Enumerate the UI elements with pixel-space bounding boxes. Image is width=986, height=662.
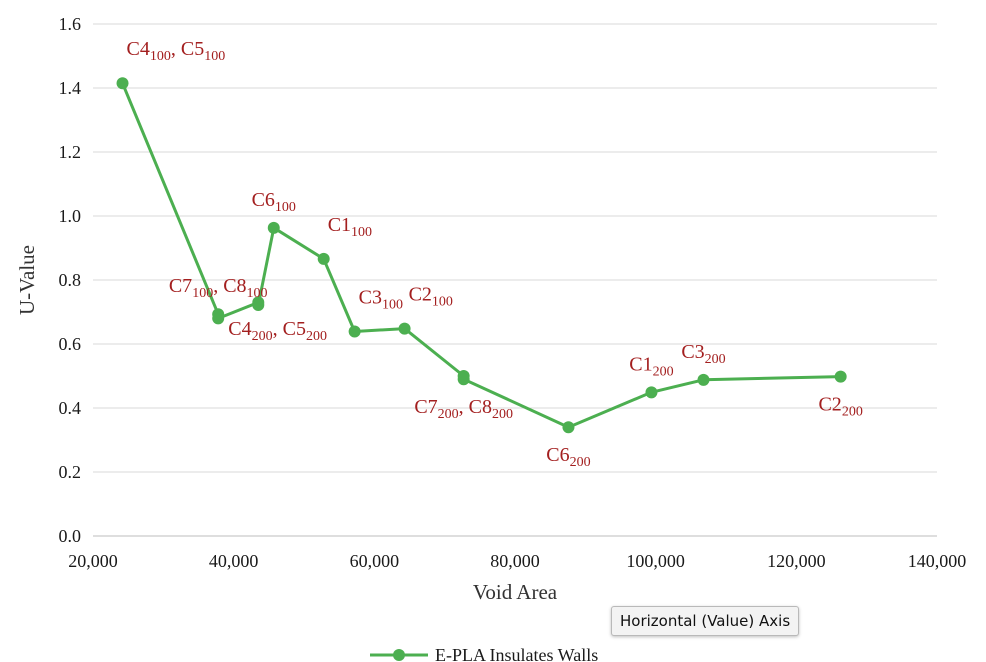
y-tick-label: 0.8 — [59, 270, 82, 290]
label-subscript: 200 — [306, 329, 327, 344]
x-tick-label: 120,000 — [767, 551, 826, 571]
point-label: C4100, C5100 — [127, 38, 226, 64]
label-subscript: 200 — [842, 405, 863, 420]
data-point — [252, 298, 265, 311]
label-subscript: 100 — [275, 200, 296, 215]
y-tick-label: 1.2 — [59, 142, 82, 162]
x-tick-label: 140,000 — [908, 551, 967, 571]
label-text: C2 — [818, 394, 841, 416]
label-subscript: 100 — [351, 225, 372, 240]
label-subscript: 200 — [492, 407, 513, 422]
point-label: C1200 — [629, 353, 673, 379]
y-tick-label: 0.4 — [59, 398, 82, 418]
data-point — [645, 386, 658, 399]
point-label: C3200 — [681, 341, 725, 367]
label-text: , C5 — [171, 38, 204, 60]
gridlines — [93, 23, 937, 537]
y-tick-label: 1.4 — [59, 78, 82, 98]
legend-marker — [393, 649, 405, 661]
label-text: C4 — [127, 38, 150, 60]
data-point — [697, 373, 710, 386]
x-axis-title: Void Area — [473, 580, 558, 604]
label-text: C2 — [409, 284, 432, 306]
y-tick-label: 0.2 — [59, 462, 82, 482]
data-point — [212, 312, 225, 325]
axis-tooltip: Horizontal (Value) Axis — [611, 606, 800, 636]
label-subscript: 200 — [438, 407, 459, 422]
label-text: C7 — [169, 275, 192, 297]
y-axis: 0.0 0.2 0.4 0.6 0.8 1.0 1.2 1.4 1.6 — [59, 14, 82, 546]
label-text: C6 — [546, 444, 569, 466]
legend-label: E-PLA Insulates Walls — [435, 645, 598, 662]
label-text: , C8 — [459, 396, 492, 418]
series-line — [121, 82, 841, 429]
label-subscript: 200 — [653, 364, 674, 379]
point-label: C3100 — [359, 287, 403, 313]
data-point — [267, 221, 280, 234]
data-point — [834, 370, 847, 383]
label-text: C3 — [681, 341, 704, 363]
data-point — [348, 325, 361, 338]
label-text: , C5 — [273, 318, 306, 340]
label-text: C1 — [328, 214, 351, 236]
label-subscript: 100 — [150, 49, 171, 64]
series-group — [116, 77, 847, 434]
label-subscript: 100 — [204, 49, 225, 64]
label-subscript: 100 — [432, 295, 453, 310]
label-subscript: 200 — [252, 329, 273, 344]
label-subscript: 200 — [705, 352, 726, 367]
y-tick-label: 0.0 — [59, 526, 82, 546]
y-tick-label: 1.6 — [59, 14, 82, 34]
y-tick-label: 1.0 — [59, 206, 82, 226]
x-tick-label: 100,000 — [626, 551, 685, 571]
point-label: C2200 — [818, 394, 862, 420]
point-label: C6200 — [546, 444, 590, 470]
point-label: C7200, C8200 — [414, 396, 513, 422]
label-text: C6 — [252, 189, 275, 211]
data-point — [457, 373, 470, 386]
x-axis[interactable]: 20,000 40,000 60,000 80,000 100,000 120,000 14… — [68, 535, 967, 571]
y-axis-title: U-Value — [15, 245, 39, 315]
data-point — [562, 421, 575, 434]
label-subscript: 100 — [192, 286, 213, 301]
x-tick-label: 80,000 — [490, 551, 540, 571]
data-point — [398, 322, 411, 335]
point-label: C6100 — [252, 189, 296, 215]
y-tick-label: 0.6 — [59, 334, 82, 354]
point-label: C7100, C8100 — [169, 275, 268, 301]
label-text: C3 — [359, 287, 382, 309]
data-point — [116, 77, 129, 90]
label-text: C7 — [414, 396, 437, 418]
label-text: C1 — [629, 353, 652, 375]
label-text: , C8 — [213, 275, 246, 297]
x-tick-label: 40,000 — [209, 551, 259, 571]
point-label: C4200, C5200 — [228, 318, 327, 344]
x-tick-label: 20,000 — [68, 551, 118, 571]
label-subscript: 100 — [247, 286, 268, 301]
point-label: C2100 — [409, 284, 453, 310]
label-subscript: 100 — [382, 298, 403, 313]
legend: E-PLA Insulates Walls — [370, 645, 598, 662]
data-point — [317, 252, 330, 265]
point-label: C1100 — [328, 214, 372, 240]
x-tick-label: 60,000 — [350, 551, 400, 571]
label-text: C4 — [228, 318, 251, 340]
label-subscript: 200 — [570, 455, 591, 470]
